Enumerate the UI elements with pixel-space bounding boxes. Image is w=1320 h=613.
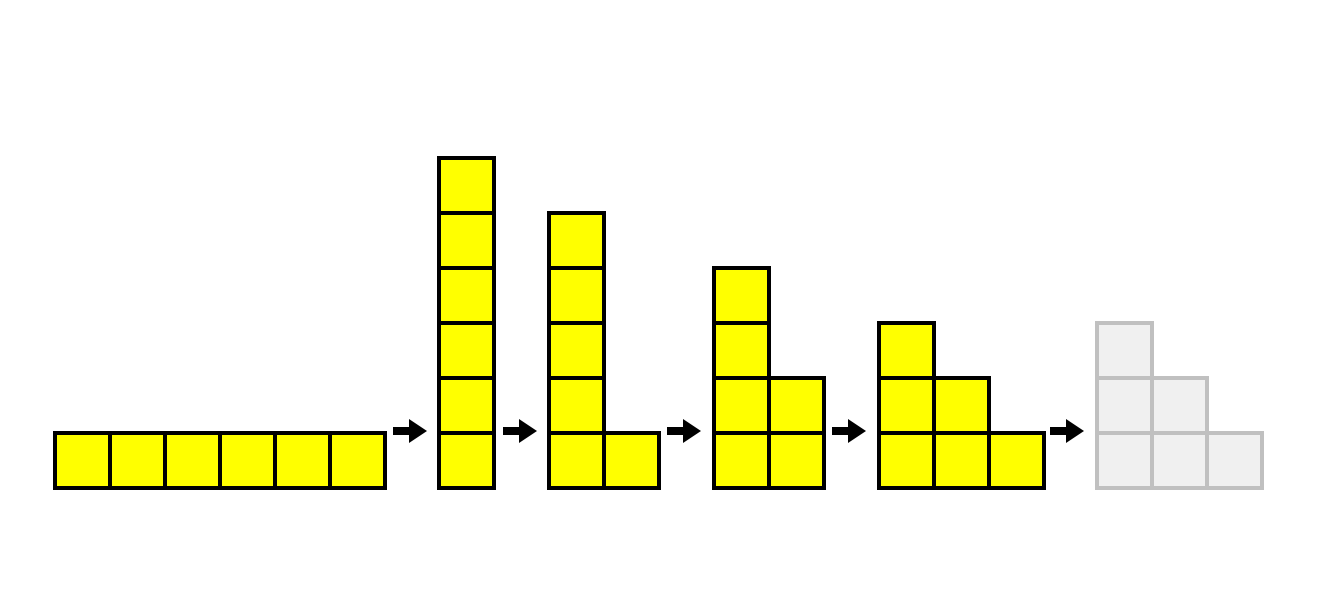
block: [1095, 376, 1154, 435]
block: [877, 321, 936, 380]
block: [932, 431, 991, 490]
block: [273, 431, 332, 490]
right-arrow-icon: [667, 419, 701, 443]
right-arrow-icon: [503, 419, 537, 443]
block: [602, 431, 661, 490]
block: [877, 431, 936, 490]
right-arrow-icon: [1050, 419, 1084, 443]
block: [1095, 321, 1154, 380]
block: [328, 431, 387, 490]
stage-4: [712, 266, 826, 490]
block: [1150, 376, 1209, 435]
block: [767, 431, 826, 490]
block: [437, 376, 496, 435]
block: [547, 376, 606, 435]
right-arrow-icon: [393, 419, 427, 443]
stage-2: [437, 156, 496, 490]
block: [547, 211, 606, 270]
stage-6-ghost: [1095, 321, 1264, 490]
block: [547, 266, 606, 325]
stage-1: [53, 431, 387, 490]
block: [437, 431, 496, 490]
block: [1205, 431, 1264, 490]
block: [712, 321, 771, 380]
block: [108, 431, 167, 490]
block: [53, 431, 112, 490]
block: [437, 211, 496, 270]
right-arrow-icon: [832, 419, 866, 443]
block: [1150, 431, 1209, 490]
stage-3: [547, 211, 661, 490]
block: [767, 376, 826, 435]
block: [712, 266, 771, 325]
stage-5: [877, 321, 1046, 490]
block: [547, 431, 606, 490]
block: [1095, 431, 1154, 490]
block: [437, 321, 496, 380]
block: [547, 321, 606, 380]
block: [712, 431, 771, 490]
block: [877, 376, 936, 435]
block: [437, 266, 496, 325]
block: [932, 376, 991, 435]
block: [163, 431, 222, 490]
block: [218, 431, 277, 490]
block: [437, 156, 496, 215]
block: [712, 376, 771, 435]
block: [987, 431, 1046, 490]
